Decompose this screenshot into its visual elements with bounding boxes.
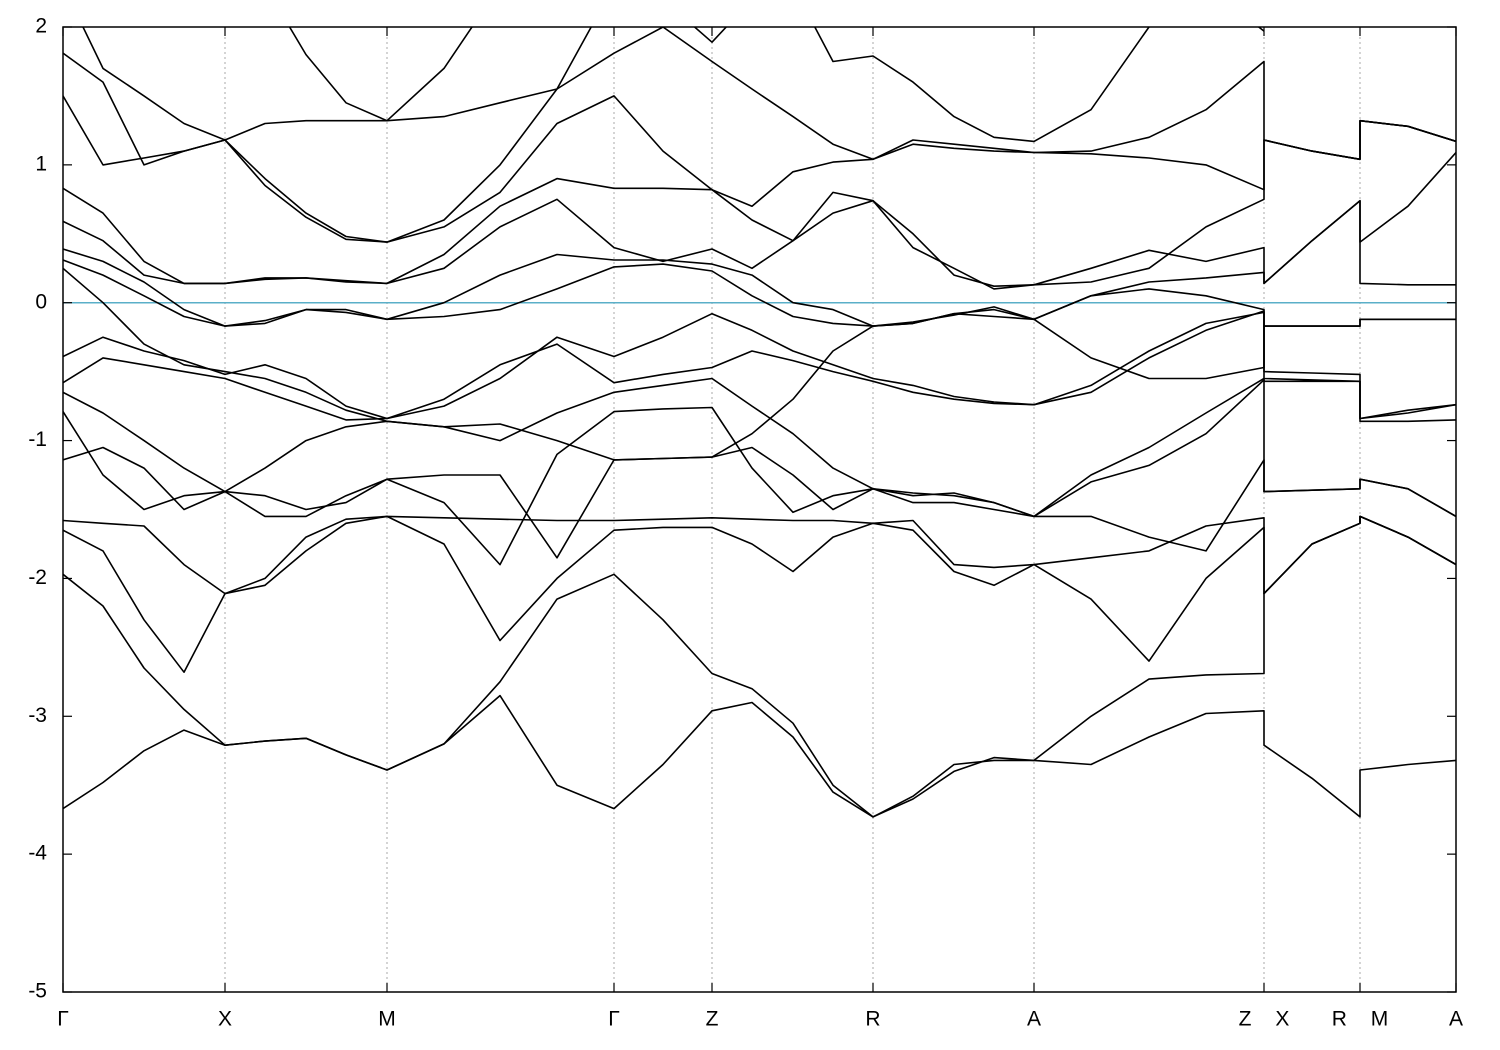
x-tick-label: A — [1449, 1008, 1463, 1031]
x-tick-label: X — [218, 1008, 232, 1031]
x-tick-label: M — [378, 1008, 396, 1031]
band-line — [82, 27, 1265, 143]
band-line — [63, 267, 1456, 461]
plot-frame — [62, 26, 1457, 993]
x-tick-label: R — [865, 1008, 880, 1031]
x-tick-label: Z X — [1239, 1008, 1290, 1031]
axes: 2 1 0 -1 -2 -3 -4 -5 Γ X M Γ Z R A Z X R M A — [28, 15, 1463, 1031]
y-tick-label: -3 — [28, 704, 47, 727]
y-tick-label: 1 — [35, 152, 47, 175]
y-tick-label: -4 — [28, 842, 47, 865]
band-line — [63, 27, 1456, 243]
bands — [63, 27, 1456, 818]
y-tick-label: -1 — [28, 428, 47, 451]
band-line — [63, 515, 1456, 595]
y-tick-label: -5 — [28, 980, 47, 1003]
y-tick-label: 2 — [35, 15, 47, 38]
x-tick-label: Γ — [57, 1008, 69, 1031]
band-line — [63, 377, 1456, 518]
x-tick-label: A — [1027, 1008, 1041, 1031]
band-line — [63, 515, 1456, 818]
y-tick-label: -2 — [28, 566, 47, 589]
band-line — [288, 27, 473, 122]
band-line — [63, 259, 1456, 327]
band-line — [63, 379, 1456, 566]
y-tick-label: 0 — [35, 290, 47, 313]
x-tick-label: R M — [1332, 1008, 1389, 1031]
x-tick-label: Γ — [608, 1008, 620, 1031]
x-tick-label: Z — [706, 1008, 719, 1031]
band-line — [63, 95, 1456, 243]
